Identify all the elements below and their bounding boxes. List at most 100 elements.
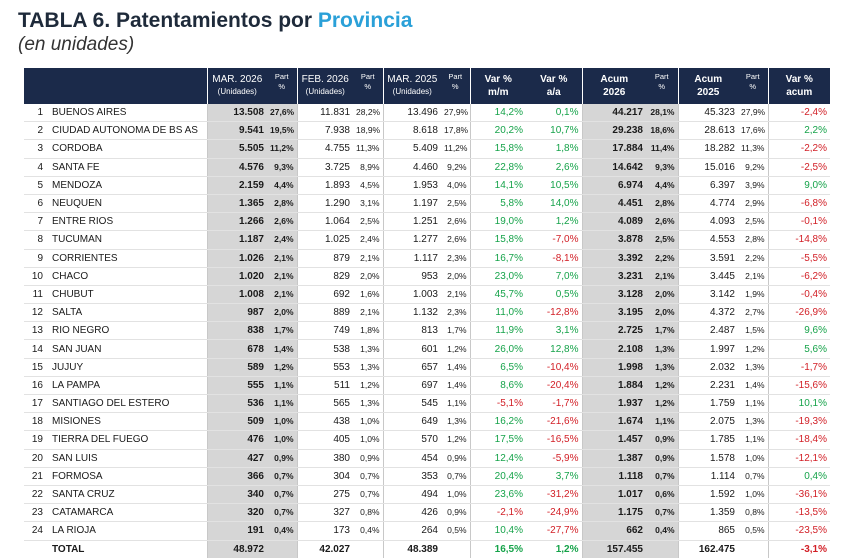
cell-name: TIERRA DEL FUEGO — [49, 430, 207, 450]
cell-pm25: 0,9% — [441, 503, 470, 523]
cell-name: CORRIENTES — [49, 249, 207, 268]
cell-pf26: 0,9% — [353, 449, 383, 468]
cell-pa25: 2,2% — [738, 249, 768, 268]
cell-vmm: 11,0% — [469, 303, 526, 323]
cell-f26: 4.755 — [296, 139, 353, 159]
table-header: MAR. 2026 (Unidades) Part% FEB. 2026 (Unid… — [24, 68, 830, 104]
cell-rank: 20 — [24, 449, 49, 468]
cell-p26: 9,3% — [267, 158, 297, 177]
cell-pa25: 1,1% — [738, 394, 768, 414]
cell-pm25: 2,1% — [441, 285, 470, 305]
cell-pm25: 2,6% — [441, 212, 470, 232]
cell-vmm: 11,9% — [469, 321, 526, 341]
cell-pa25: 1,4% — [738, 376, 768, 396]
cell-a26: 1.457 — [581, 430, 646, 450]
cell-m25: 570 — [382, 430, 441, 450]
cell-pf26: 2,1% — [353, 249, 383, 268]
cell-rank: 19 — [24, 430, 49, 450]
cell-a26: 1.017 — [581, 485, 646, 505]
table-row: 5 MENDOZA 2.159 4,4% 1.893 4,5% 1.953 4,0% 14,1%… — [24, 176, 830, 195]
cell-pm25: 11,2% — [441, 139, 470, 159]
cell-a25: 1.359 — [677, 503, 738, 523]
cell-a25: 45.323 — [677, 104, 738, 123]
cell-m26: 536 — [206, 394, 267, 414]
cell-vaa: 7,0% — [526, 267, 582, 286]
cell-vaa: 12,8% — [526, 339, 582, 359]
cell-vac: -5,5% — [767, 249, 830, 268]
cell-vmm: 16,2% — [469, 412, 526, 432]
cell-pf26: 1,6% — [353, 285, 383, 305]
cell-vmm: 16,7% — [469, 249, 526, 268]
cell-vmm: 20,4% — [469, 467, 526, 486]
cell-vmm: 12,4% — [469, 449, 526, 468]
cell-vmm: 17,5% — [469, 430, 526, 450]
cell-m25: 1.251 — [382, 212, 441, 232]
cell-p26: 0,9% — [267, 449, 297, 468]
cell-pm25: 1,2% — [441, 339, 470, 359]
cell-name: SANTA FE — [49, 158, 207, 177]
cell-m26: 13.508 — [206, 104, 267, 123]
header-mar2025: MAR. 2025 (Unidades) — [382, 68, 441, 104]
cell-pa25: 1,3% — [738, 412, 768, 432]
cell-f26: 1.025 — [296, 230, 353, 250]
cell-pa26: 1,1% — [646, 412, 678, 432]
cell-pa25: 2,7% — [738, 303, 768, 323]
cell-vac: -36,1% — [767, 485, 830, 505]
cell-pf26: 3,1% — [353, 194, 383, 214]
cell-rank: 14 — [24, 339, 49, 359]
cell-pm25: 1,7% — [441, 321, 470, 341]
total-empty-cell — [353, 539, 383, 558]
cell-pa26: 2,8% — [646, 194, 678, 214]
cell-pa26: 1,2% — [646, 394, 678, 414]
cell-p26: 2,4% — [267, 230, 297, 250]
table-row: 1 BUENOS AIRES 13.508 27,6% 11.831 28,2% 13.49… — [24, 104, 830, 123]
cell-vaa: -7,0% — [526, 230, 582, 250]
cell-pa26: 1,3% — [646, 358, 678, 377]
cell-f26: 1.893 — [296, 176, 353, 195]
cell-name: TUCUMAN — [49, 230, 207, 250]
cell-m25: 1.132 — [382, 303, 441, 323]
cell-name: MISIONES — [49, 412, 207, 432]
cell-vaa: -27,7% — [526, 521, 582, 541]
cell-a26: 3.195 — [581, 303, 646, 323]
cell-rank: 5 — [24, 176, 49, 195]
cell-a26: 662 — [581, 521, 646, 541]
cell-pa26: 28,1% — [646, 104, 678, 123]
cell-a26: 14.642 — [581, 158, 646, 177]
cell-m26: 320 — [206, 503, 267, 523]
cell-pf26: 1,0% — [353, 430, 383, 450]
cell-m25: 1.197 — [382, 194, 441, 214]
cell-pa26: 0,7% — [646, 467, 678, 486]
cell-name: SANTA CRUZ — [49, 485, 207, 505]
cell-m26: 589 — [206, 358, 267, 377]
cell-rank: 7 — [24, 212, 49, 232]
cell-vac: -2,5% — [767, 158, 830, 177]
cell-a26: 4.451 — [581, 194, 646, 214]
cell-a25: 3.445 — [677, 267, 738, 286]
cell-f26: 1.290 — [296, 194, 353, 214]
cell-pf26: 4,5% — [353, 176, 383, 195]
table-row: 9 CORRIENTES 1.026 2,1% 879 2,1% 1.117 2,3% 16,7… — [24, 249, 830, 268]
cell-m26: 9.541 — [206, 121, 267, 141]
header-part-mar2025: Part% — [441, 68, 470, 104]
cell-a25: 4.553 — [677, 230, 738, 250]
cell-rank: 13 — [24, 321, 49, 341]
cell-f26: 11.831 — [296, 104, 353, 123]
cell-a25: 1.759 — [677, 394, 738, 414]
cell-a25: 3.591 — [677, 249, 738, 268]
cell-f26: 7.938 — [296, 121, 353, 141]
table-subtitle: (en unidades) — [18, 34, 135, 55]
table-row: 15 JUJUY 589 1,2% 553 1,3% 657 1,4% 6,5% -10,4% 1.… — [24, 358, 830, 377]
title-highlight: Provincia — [317, 9, 413, 32]
cell-name: SAN LUIS — [49, 449, 207, 468]
cell-vaa: -20,4% — [526, 376, 582, 396]
cell-pa25: 0,8% — [738, 503, 768, 523]
cell-pm25: 1,4% — [441, 376, 470, 396]
total-empty-cell — [267, 539, 297, 558]
cell-pa25: 11,3% — [738, 139, 768, 159]
header-part-feb2026: Part% — [353, 68, 383, 104]
cell-pm25: 0,7% — [441, 467, 470, 486]
cell-p26: 2,8% — [267, 194, 297, 214]
cell-a25: 15.016 — [677, 158, 738, 177]
title-text: TABLA 6. Patentamientos por — [18, 9, 318, 32]
